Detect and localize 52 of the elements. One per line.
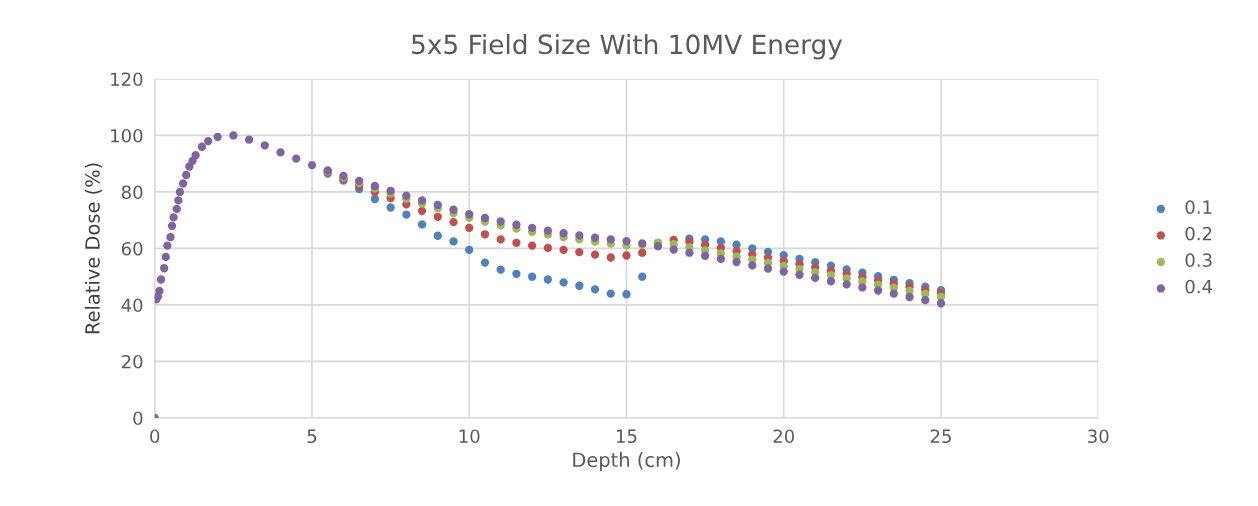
point: [622, 290, 631, 299]
y-tick-label: 40: [121, 298, 143, 313]
point: [417, 220, 427, 229]
x-tick-label: 20: [773, 429, 795, 444]
point: [543, 275, 553, 284]
x-axis-title: Depth (cm): [573, 452, 680, 471]
point: [559, 245, 568, 255]
point: [496, 265, 505, 274]
point: [575, 281, 584, 290]
point: [606, 289, 615, 298]
point: [527, 241, 537, 250]
y-tick-label: 20: [121, 354, 143, 369]
x-tick-label: 5: [307, 429, 317, 444]
point: [638, 248, 647, 257]
point: [527, 272, 537, 281]
point: [575, 247, 584, 257]
y-tick-label: 60: [121, 241, 143, 256]
y-tick-label: 0: [133, 411, 143, 426]
x-tick-label: 30: [1088, 429, 1109, 444]
legend-label: 0.4: [1185, 279, 1213, 294]
point: [606, 253, 615, 262]
point: [386, 203, 395, 212]
point: [433, 231, 442, 240]
point: [512, 238, 521, 247]
legend-label: 0.3: [1185, 253, 1212, 267]
point: [590, 285, 600, 294]
point: [449, 237, 458, 246]
legend-label: 0.1: [1185, 200, 1212, 214]
point: [417, 206, 427, 216]
chart-title: 5x5 Field Size With 10MV Energy: [412, 33, 843, 60]
x-tick-label: 15: [616, 429, 637, 444]
point: [559, 278, 568, 287]
point: [449, 218, 458, 227]
x-tick-label: 0: [150, 429, 160, 444]
point: [638, 272, 647, 281]
x-tick-label: 25: [930, 429, 951, 444]
point: [402, 210, 411, 219]
point: [433, 212, 442, 221]
point: [512, 269, 521, 279]
point: [543, 243, 553, 253]
y-tick-label: 120: [111, 72, 143, 87]
point: [480, 230, 490, 239]
legend-label: 0.2: [1185, 226, 1212, 241]
y-tick-label: 100: [111, 128, 143, 143]
point: [590, 250, 600, 259]
point: [480, 258, 490, 267]
y-tick-label: 80: [121, 185, 143, 200]
point: [465, 223, 474, 232]
x-tick-label: 10: [459, 429, 480, 444]
point: [496, 235, 505, 244]
y-axis-title: Relative Dose (%): [84, 163, 103, 334]
point: [465, 245, 474, 255]
